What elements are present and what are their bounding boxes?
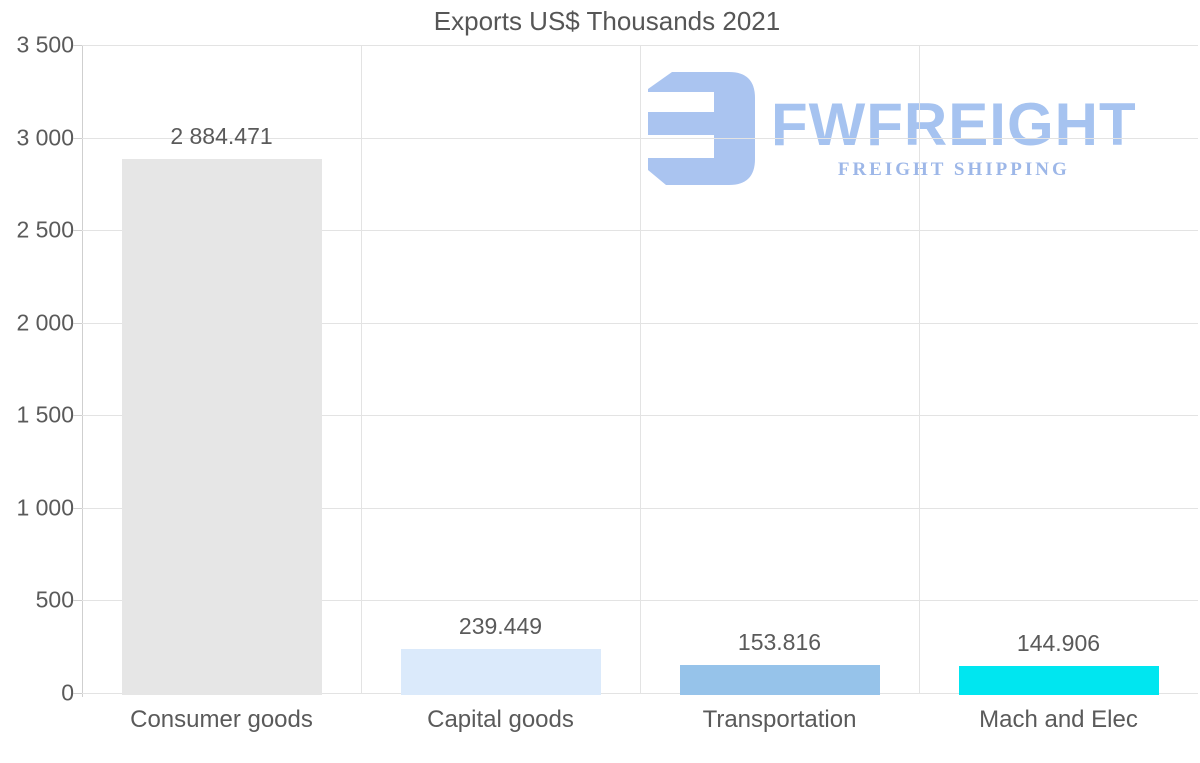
y-tick-label: 2 000	[16, 309, 74, 336]
category-label: Transportation	[702, 706, 857, 733]
y-tick-label: 3 000	[16, 124, 74, 151]
brand-tagline: FREIGHT SHIPPING	[837, 159, 1070, 180]
bar-capital-goods	[400, 648, 601, 695]
category-label: Consumer goods	[130, 706, 313, 733]
value-label: 153.816	[737, 628, 822, 655]
gridline-v	[361, 45, 362, 693]
y-tick-label: 3 500	[16, 31, 74, 58]
category-label: Mach and Elec	[979, 706, 1138, 733]
gridline-v	[640, 45, 641, 693]
fwfreight-logo-icon	[648, 72, 755, 185]
chart-title: Exports US$ Thousands 2021	[433, 6, 781, 36]
y-axis-tick	[73, 507, 82, 509]
bar-consumer-goods	[121, 158, 322, 695]
bar-mach-and-elec	[958, 666, 1159, 695]
y-tick-label: 1 000	[16, 494, 74, 521]
y-axis-tick	[73, 322, 82, 324]
y-axis-line	[82, 45, 83, 697]
y-tick-label: 1 500	[16, 401, 74, 428]
y-axis-tick	[73, 600, 82, 602]
value-label: 2 884.471	[170, 122, 273, 149]
bar-transportation	[679, 664, 880, 695]
y-tick-label: 0	[61, 679, 74, 706]
watermark: FWFREIGHT FREIGHT SHIPPING	[648, 72, 1137, 185]
value-label: 239.449	[458, 612, 543, 639]
gridline-h	[82, 693, 1198, 694]
y-axis-tick	[73, 415, 82, 417]
value-label: 144.906	[1016, 630, 1101, 657]
watermark-text: FWFREIGHT FREIGHT SHIPPING	[771, 91, 1137, 181]
plot-area: FWFREIGHT FREIGHT SHIPPING 2 884.471 239.…	[82, 45, 1198, 695]
gridline-v	[919, 45, 920, 693]
y-tick-label: 2 500	[16, 216, 74, 243]
y-axis-tick	[73, 693, 82, 694]
category-label: Capital goods	[427, 706, 574, 733]
y-axis-tick	[73, 137, 82, 139]
brand-name: FWFREIGHT	[771, 91, 1137, 158]
y-axis-tick	[73, 230, 82, 232]
y-tick-label: 500	[35, 586, 74, 613]
y-axis-tick	[73, 45, 82, 46]
